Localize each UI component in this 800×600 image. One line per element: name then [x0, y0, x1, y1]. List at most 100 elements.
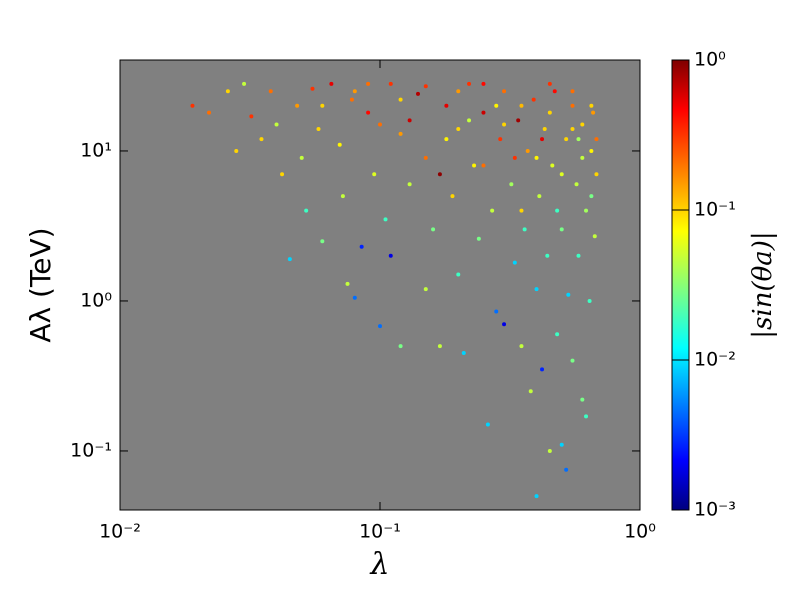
point	[461, 350, 466, 355]
point	[555, 332, 560, 337]
point	[512, 260, 517, 265]
point	[552, 89, 557, 94]
point	[207, 110, 212, 115]
point	[534, 494, 539, 499]
point	[512, 155, 517, 160]
point	[522, 227, 527, 232]
point	[594, 172, 599, 177]
point	[498, 137, 503, 142]
x-tick-label: 10⁻¹	[359, 521, 401, 543]
point	[481, 163, 486, 168]
point	[481, 110, 486, 115]
point	[516, 118, 521, 123]
point	[423, 287, 428, 292]
point	[407, 118, 412, 123]
point	[340, 194, 345, 199]
point	[295, 103, 300, 108]
x-axis-label: λ	[369, 547, 389, 582]
points	[190, 81, 599, 499]
point	[280, 172, 285, 177]
point	[310, 86, 315, 91]
point	[472, 163, 477, 168]
point	[564, 137, 569, 142]
point	[534, 287, 539, 292]
point	[415, 91, 420, 96]
point	[398, 97, 403, 102]
point	[234, 148, 239, 153]
point	[190, 103, 195, 108]
point	[299, 155, 304, 160]
point	[437, 172, 442, 177]
point	[519, 344, 524, 349]
point	[540, 137, 545, 142]
point	[580, 122, 585, 127]
point	[287, 257, 292, 262]
point	[534, 155, 539, 160]
point	[423, 155, 428, 160]
point	[490, 208, 495, 213]
point	[559, 442, 564, 447]
point	[570, 89, 575, 94]
point	[589, 148, 594, 153]
point	[456, 89, 461, 94]
y-tick-label: 10⁰	[80, 289, 112, 311]
point	[589, 103, 594, 108]
point	[450, 194, 455, 199]
point	[584, 414, 589, 419]
point	[388, 81, 393, 86]
point	[476, 236, 481, 241]
point	[349, 97, 354, 102]
point	[547, 110, 552, 115]
point	[467, 118, 472, 123]
point	[359, 244, 364, 249]
point	[437, 344, 442, 349]
point	[407, 182, 412, 187]
point	[259, 137, 264, 142]
y-tick-label: 10⁻¹	[70, 439, 112, 461]
point	[398, 131, 403, 136]
colorbar-tick-label: 10⁻¹	[694, 199, 736, 221]
point	[580, 397, 585, 402]
point	[570, 127, 575, 132]
point	[570, 103, 575, 108]
point	[519, 103, 524, 108]
point	[502, 122, 507, 127]
point	[547, 81, 552, 86]
point	[378, 122, 382, 127]
point	[494, 309, 499, 314]
point	[378, 324, 382, 329]
point	[576, 137, 581, 142]
point	[481, 81, 486, 86]
colorbar-label: |sin(θa)|	[748, 231, 778, 338]
x-tick-label: 10⁰	[624, 521, 656, 543]
point	[345, 281, 350, 286]
point	[531, 97, 536, 102]
point	[540, 367, 545, 372]
point	[352, 89, 357, 94]
point	[545, 253, 550, 258]
colorbar-tick-label: 10⁻³	[694, 499, 736, 521]
point	[485, 422, 490, 427]
point	[242, 81, 247, 86]
point	[559, 172, 564, 177]
point	[304, 208, 309, 213]
point	[587, 298, 592, 303]
point	[249, 114, 254, 119]
point	[502, 89, 507, 94]
colorbar-tick-label: 10⁻²	[694, 349, 736, 371]
point	[398, 344, 403, 349]
point	[502, 322, 507, 327]
point	[366, 81, 371, 86]
point	[559, 227, 564, 232]
y-axis-label: Aλ (TeV)	[24, 227, 57, 342]
point	[584, 208, 589, 213]
point	[274, 122, 279, 127]
point	[528, 389, 533, 394]
point	[329, 81, 334, 86]
point	[388, 253, 393, 258]
point	[525, 148, 530, 153]
point	[337, 142, 342, 147]
point	[456, 272, 461, 277]
